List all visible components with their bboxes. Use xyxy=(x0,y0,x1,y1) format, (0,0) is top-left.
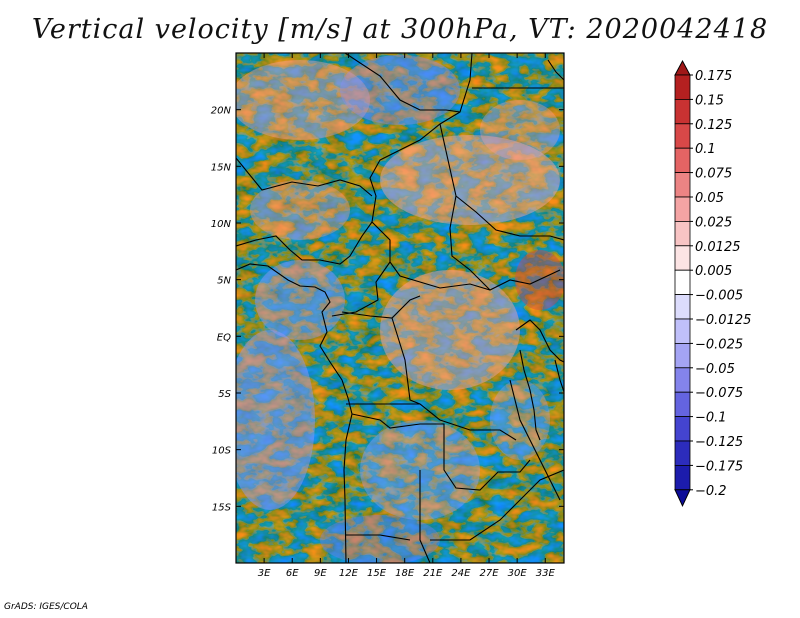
x-tick-label: 15E xyxy=(367,568,387,579)
colorbar-label: 0.025 xyxy=(695,215,732,230)
colorbar-segment xyxy=(674,440,691,466)
x-tick-label: 6E xyxy=(286,568,299,579)
x-tick-label: 27E xyxy=(480,568,500,579)
field-region xyxy=(340,55,460,125)
colorbar-label: −0.125 xyxy=(695,435,743,450)
colorbar-label: 0.15 xyxy=(695,93,724,108)
colorbar-segment xyxy=(674,342,691,369)
field-region xyxy=(236,330,315,510)
x-tick-label: 12E xyxy=(339,568,359,579)
colorbar-label: 0.1 xyxy=(695,142,716,157)
colorbar-segment xyxy=(674,269,691,296)
colorbar-segment xyxy=(674,74,691,100)
y-tick-label: 20N xyxy=(211,106,232,117)
colorbar-top-arrow xyxy=(674,59,691,76)
x-tick-label: 21E xyxy=(423,568,443,579)
field-region xyxy=(255,260,345,340)
colorbar-segment xyxy=(674,172,691,198)
colorbar-segment xyxy=(674,196,691,222)
x-tick-label: 9E xyxy=(314,568,327,579)
colorbar-label: 0.075 xyxy=(695,167,732,182)
x-tick-label: 18E xyxy=(395,568,415,579)
colorbar-segment xyxy=(674,245,691,271)
colorbar-label: 0.05 xyxy=(695,191,724,206)
colorbar-segment xyxy=(674,99,691,125)
colorbar-label: −0.025 xyxy=(695,337,743,352)
colorbar-segment xyxy=(674,123,691,149)
colorbar-label: −0.005 xyxy=(695,289,743,304)
colorbar-label: 0.0125 xyxy=(695,240,741,255)
field-region xyxy=(236,60,370,140)
colorbar-segment xyxy=(674,464,691,491)
field-region xyxy=(250,180,350,240)
colorbar-segment xyxy=(674,220,691,247)
field-region xyxy=(515,250,564,310)
colorbar-label: 0.125 xyxy=(695,118,732,133)
colorbar-segment xyxy=(674,147,691,173)
field-region xyxy=(380,270,520,390)
y-tick-label: 15N xyxy=(211,162,232,173)
colorbar-segment xyxy=(674,367,691,393)
colorbar-label: −0.2 xyxy=(695,484,727,499)
y-tick-label: 15S xyxy=(212,502,232,513)
colorbar-label: −0.0125 xyxy=(695,313,751,328)
chart-title: Vertical velocity [m/s] at 300hPa, VT: 2… xyxy=(31,14,769,45)
colorbar: 0.175 0.15 0.125 0.1 0.075 0.05 0.025 0.0125 0.0… xyxy=(674,59,751,507)
country-borders xyxy=(236,53,564,563)
y-tick-label: 10S xyxy=(212,446,232,457)
colorbar-label: 0.175 xyxy=(695,69,732,84)
map-axes: 3E 6E 9E 12E 15E 18E 21E 24E 27E 30E 33E 20N 15N 10N 5… xyxy=(211,53,564,579)
y-tick-label: EQ xyxy=(217,332,231,343)
colorbar-segment xyxy=(674,391,691,418)
credit-text: GrADS: IGES/COLA xyxy=(4,602,88,612)
colorbar-label: 0.005 xyxy=(695,264,732,279)
x-tick-label: 33E xyxy=(536,568,556,579)
colorbar-segment xyxy=(674,294,691,320)
y-tick-label: 10N xyxy=(211,219,232,230)
y-tick-label: 5S xyxy=(218,389,231,400)
y-tick-label: 5N xyxy=(217,276,231,287)
region-tints xyxy=(236,55,564,563)
x-tick-label: 30E xyxy=(508,568,528,579)
map-frame xyxy=(235,52,565,564)
colorbar-label: −0.075 xyxy=(695,386,743,401)
field-region xyxy=(380,135,560,225)
colorbar-segment xyxy=(674,318,691,344)
x-tick-label: 3E xyxy=(258,568,271,579)
field-region xyxy=(480,100,560,160)
x-tick-label: 24E xyxy=(451,568,471,579)
colorbar-segment xyxy=(674,416,691,442)
colorbar-label: −0.05 xyxy=(695,362,735,377)
colorbar-label: −0.175 xyxy=(695,459,743,474)
colorbar-label: −0.1 xyxy=(695,411,727,426)
colorbar-bottom-arrow xyxy=(674,489,691,507)
field-region xyxy=(320,515,440,563)
velocity-field xyxy=(236,53,564,563)
